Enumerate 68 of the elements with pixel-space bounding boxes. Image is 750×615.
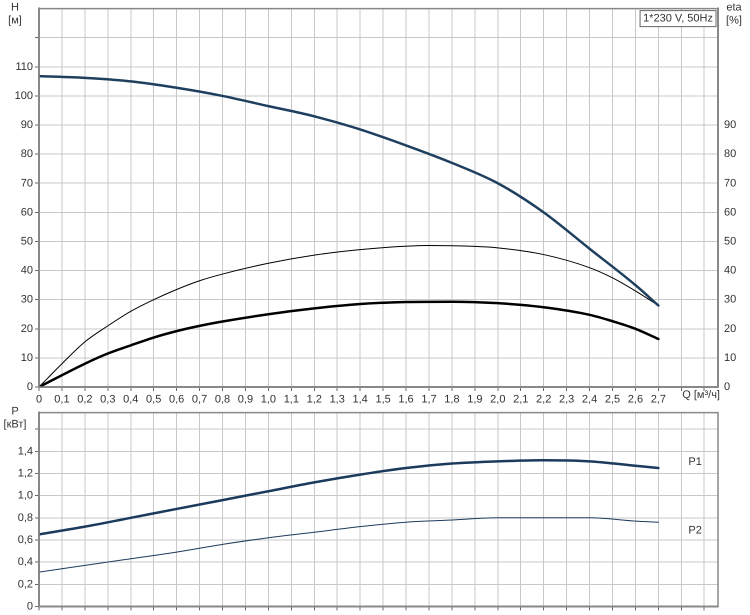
x-tick-label: 0,3: [100, 394, 116, 406]
x-tick-label: 2,7: [650, 394, 666, 406]
y2-tick-label: 90: [724, 119, 736, 132]
x-tick-label: 0,8: [214, 394, 230, 406]
y-tick-label: 1,4: [18, 445, 33, 458]
y-tick-label: 30: [20, 294, 33, 306]
y-tick-label: 10: [20, 352, 33, 364]
y-tick-label: 0: [26, 381, 33, 394]
x-tick-label: 1,5: [375, 394, 391, 406]
y2-axis-title: eta [%]: [726, 2, 743, 27]
x-tick-label: 1,0: [260, 394, 276, 406]
line-series: [39, 458, 660, 536]
annotation: 1*230 V, 50Hz: [643, 12, 713, 25]
x-tick-label: 0,5: [146, 394, 162, 406]
y2-tick-label: 50: [724, 235, 736, 248]
y-tick-label: 0,8: [18, 512, 33, 524]
y2-tick-label: 20: [724, 322, 736, 335]
line-series: [39, 517, 659, 573]
x-tick-label: 1,3: [330, 394, 345, 406]
text: P2: [688, 524, 702, 536]
x-tick-label: 2,0: [490, 394, 506, 406]
x-tick-label: 1,8: [444, 394, 460, 406]
x-tick-label: 2,5: [604, 394, 620, 406]
x-tick-label: 1,4: [352, 394, 368, 406]
y-tick-label: 1,2: [18, 468, 33, 480]
text: P1: [688, 456, 702, 468]
y-tick-label: 50: [20, 235, 33, 248]
y2-tick-label: 30: [724, 294, 736, 306]
y2-tick-label: 70: [724, 177, 736, 190]
x-tick-label: 1,9: [467, 394, 482, 406]
x-tick-label: 0,9: [238, 394, 254, 406]
y-axis-title: P [кВт]: [4, 406, 26, 431]
y-tick-label: 40: [20, 264, 33, 277]
x-tick-label: 1,1: [284, 394, 299, 406]
x-tick-label: 0: [36, 394, 42, 406]
y-tick-label: 100: [14, 90, 33, 102]
x-tick-label: 2,6: [628, 394, 644, 406]
y-tick-label: 0: [26, 600, 33, 612]
y-tick-label: 1,0: [18, 490, 33, 502]
x-tick-label: 0,4: [123, 394, 138, 406]
y-tick-label: 0,4: [18, 556, 33, 568]
x-tick-label: 0,6: [168, 394, 184, 406]
x-tick-label: 2,3: [558, 394, 574, 406]
y2-tick-label: 80: [724, 148, 736, 160]
x-tick-label: 2,1: [513, 394, 528, 406]
x-tick-label: 1,2: [306, 394, 322, 406]
y-tick-label: 0,2: [18, 578, 33, 590]
y2-tick-label: 40: [724, 264, 736, 277]
y-axis-title: H [м]: [8, 2, 22, 27]
y-tick-label: 70: [20, 177, 33, 190]
x-tick-label: 0,1: [54, 394, 70, 406]
line-series: [39, 74, 660, 307]
y-tick-label: 110: [15, 60, 33, 73]
y-tick-label: 90: [20, 119, 33, 132]
x-axis-title: Q [м³/ч]: [682, 389, 720, 402]
x-tick-label: 0,2: [77, 394, 93, 406]
x-tick-label: 0,7: [192, 394, 208, 406]
x-tick-label: 1,6: [398, 394, 414, 406]
y2-tick-label: 0: [724, 381, 730, 394]
y-tick-label: 20: [20, 322, 33, 335]
x-tick-label: 2,4: [582, 394, 598, 406]
y2-tick-label: 10: [724, 352, 736, 364]
y-tick-label: 0,6: [18, 534, 33, 546]
y2-tick-label: 60: [724, 206, 736, 218]
x-tick-label: 1,7: [421, 394, 437, 406]
x-tick-label: 2,2: [536, 394, 552, 406]
y-tick-label: 80: [20, 148, 33, 160]
y-tick-label: 60: [20, 206, 33, 218]
